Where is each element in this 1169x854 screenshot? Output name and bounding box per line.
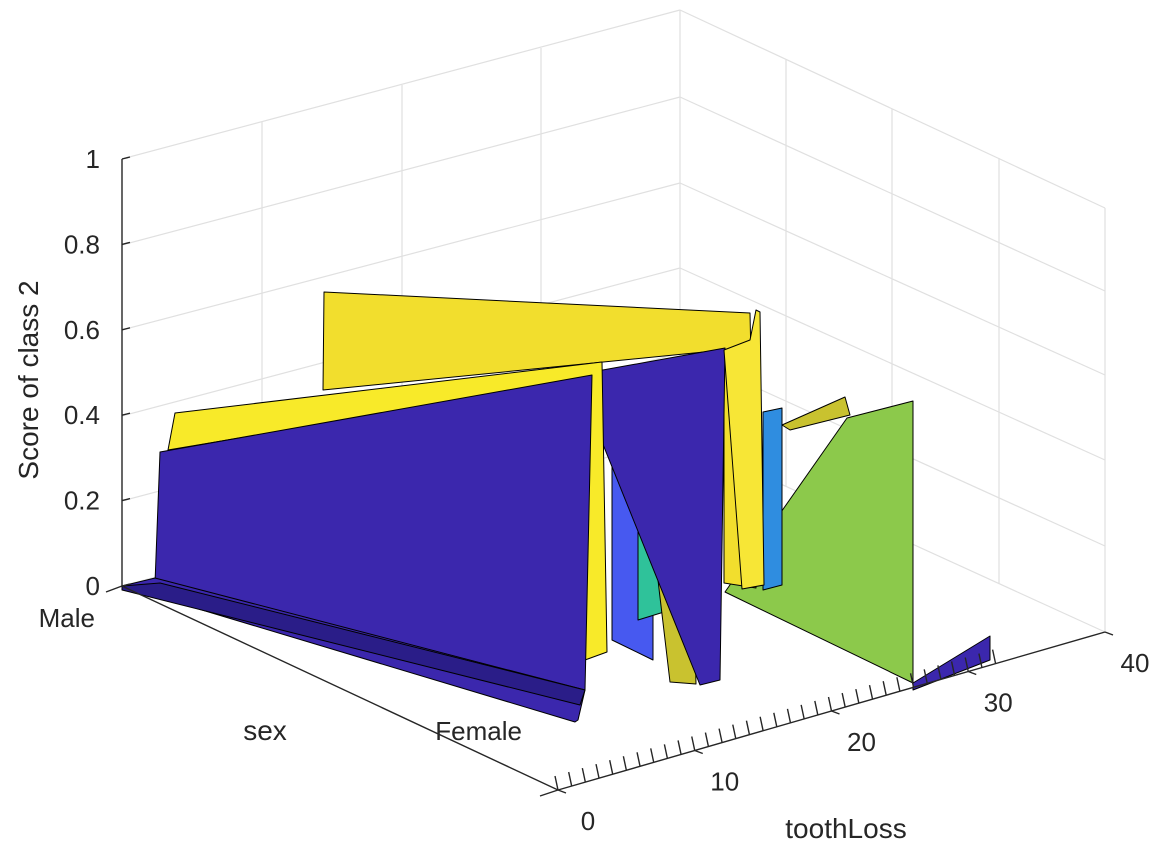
toothloss-minor-tick <box>964 657 969 672</box>
toothloss-minor-tick <box>554 775 559 791</box>
toothloss-tick-label: 20 <box>847 727 876 757</box>
toothloss-minor-tick <box>595 764 600 779</box>
z-tick-label: 0.6 <box>64 315 100 345</box>
z-tick-label: 1 <box>86 144 100 174</box>
tick-labels: 0 0.2 0.4 0.6 0.8 1 Male Female 0 10 20 30 40 <box>39 144 1150 836</box>
toothloss-minor-tick <box>978 653 983 668</box>
toothloss-minor-tick <box>773 712 778 727</box>
tick-marks <box>105 156 1114 797</box>
toothloss-tick-label: 10 <box>710 767 739 797</box>
z-tick <box>121 497 131 502</box>
toothloss-minor-tick <box>622 756 628 771</box>
z-tick-label: 0.4 <box>64 400 100 430</box>
z-axis-label: Score of class 2 <box>13 280 44 479</box>
toothloss-tick-label: 40 <box>1121 648 1150 678</box>
toothloss-minor-tick <box>581 767 587 783</box>
surface-ribbon-far-green <box>724 400 914 684</box>
sex-tick <box>105 585 123 593</box>
toothloss-minor-tick <box>814 700 819 716</box>
toothloss-minor-tick <box>718 728 723 743</box>
toothloss-minor-tick <box>827 696 833 712</box>
toothloss-tick <box>831 710 840 715</box>
sex-tick-label-male: Male <box>39 603 95 633</box>
sex-tick-label-female: Female <box>435 716 522 746</box>
z-tick <box>121 412 131 416</box>
toothloss-minor-tick <box>704 732 710 747</box>
toothloss-minor-tick <box>745 720 751 735</box>
surface-wedge-yellow-back-edge <box>723 309 765 590</box>
sex-axis-line <box>121 585 559 791</box>
toothloss-minor-tick <box>896 677 901 692</box>
toothloss-minor-tick <box>691 736 696 751</box>
surface-floor-strip <box>121 582 586 706</box>
z-tick <box>121 327 131 331</box>
toothloss-minor-tick <box>650 748 655 763</box>
sex-axis-label: sex <box>243 715 287 746</box>
toothloss-minor-tick <box>909 673 915 688</box>
toothloss-minor-tick <box>609 760 614 775</box>
toothloss-minor-tick <box>882 681 887 696</box>
toothloss-minor-tick <box>855 688 860 704</box>
toothloss-tick <box>968 670 977 676</box>
toothloss-minor-tick <box>759 716 764 731</box>
toothloss-minor-tick <box>937 665 942 680</box>
toothloss-minor-tick <box>567 771 573 787</box>
toothloss-minor-tick <box>991 649 997 664</box>
surface <box>121 291 991 723</box>
toothloss-minor-tick <box>800 704 805 720</box>
toothloss-minor-tick <box>636 752 641 767</box>
toothloss-tick <box>557 789 567 794</box>
toothloss-minor-tick <box>868 685 874 700</box>
toothloss-tick <box>694 749 703 755</box>
surface-ribbon-far-teal <box>762 407 783 591</box>
toothloss-minor-tick <box>663 744 669 759</box>
z-tick-label: 0.2 <box>64 486 100 516</box>
toothloss-minor-tick <box>786 708 792 723</box>
z-tick <box>121 156 131 160</box>
z-tick <box>121 583 131 587</box>
toothloss-tick-label: 0 <box>581 806 595 836</box>
toothloss-tick-label: 30 <box>984 688 1013 718</box>
z-tick <box>121 241 131 246</box>
sex-tick <box>539 789 559 797</box>
toothloss-axis-label: toothLoss <box>785 813 906 844</box>
toothloss-minor-tick <box>950 661 956 676</box>
z-tick-label: 0.8 <box>64 229 100 259</box>
surface-ribbon-far-olive <box>781 396 851 431</box>
surface-wedge-blue-back <box>574 347 726 686</box>
toothloss-minor-tick <box>732 724 737 739</box>
toothloss-minor-tick <box>841 692 846 708</box>
toothloss-minor-tick <box>677 740 682 755</box>
toothloss-minor-tick <box>923 669 928 684</box>
toothloss-tick <box>1104 631 1114 636</box>
z-tick-label: 0 <box>86 571 100 601</box>
